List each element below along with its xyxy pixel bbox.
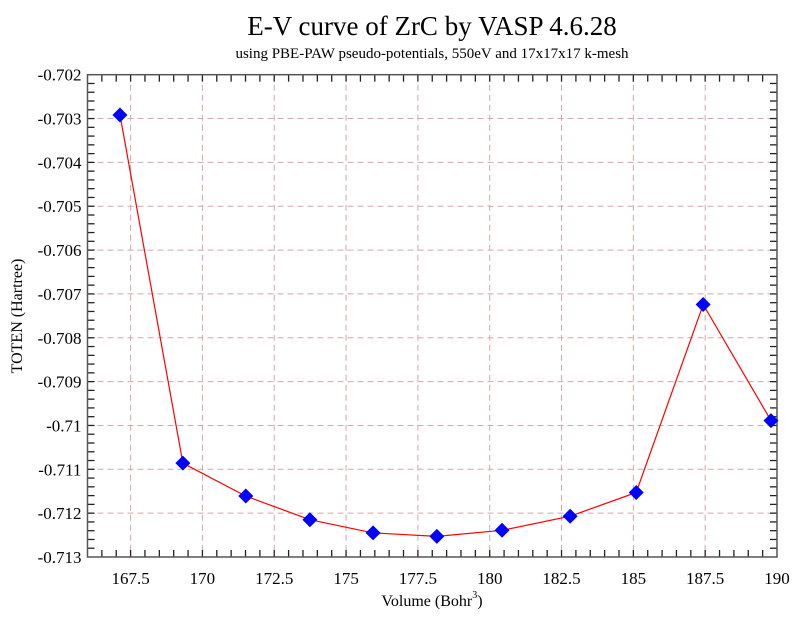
x-tick-label: 180 [477, 569, 503, 588]
y-tick-label: -0.704 [38, 153, 82, 172]
data-point-marker [238, 488, 254, 504]
data-point-marker [175, 455, 191, 471]
y-tick-label: -0.708 [38, 329, 82, 348]
y-tick-label: -0.71 [46, 416, 81, 435]
data-point-marker [562, 508, 578, 524]
ticks [87, 74, 777, 557]
x-tick-label: 187.5 [686, 569, 724, 588]
y-tick-label: -0.703 [38, 110, 82, 129]
x-tick-label: 182.5 [542, 569, 580, 588]
y-tick-label: -0.711 [38, 460, 81, 479]
x-tick-label: 170 [190, 569, 216, 588]
y-tick-label: -0.712 [38, 504, 82, 523]
y-tick-label: -0.713 [38, 548, 82, 567]
x-axis-label-suffix: ) [477, 593, 482, 610]
data-point-marker [112, 107, 128, 123]
data-point-marker [429, 528, 445, 544]
chart-subtitle: using PBE-PAW pseudo-potentials, 550eV a… [235, 46, 629, 62]
plot-frame [86, 73, 778, 558]
data-point-marker [628, 485, 644, 501]
y-tick-label: -0.709 [38, 373, 82, 392]
data-point-marker [763, 413, 779, 429]
series [112, 107, 779, 544]
data-point-marker [494, 522, 510, 538]
x-axis-label: Volume (Bohr3) [381, 590, 482, 610]
chart-title: E-V curve of ZrC by VASP 4.6.28 [247, 11, 617, 41]
data-point-marker [365, 525, 381, 541]
x-tick-label: 172.5 [255, 569, 293, 588]
y-tick-label: -0.702 [38, 66, 82, 85]
y-tick-label: -0.705 [38, 197, 82, 216]
grid [87, 74, 777, 557]
tick-labels: 167.5 170 172.5 175 177.5 180 182.5 185 187.5 190… [38, 66, 790, 588]
x-tick-label: 185 [621, 569, 647, 588]
x-tick-label: 167.5 [111, 569, 149, 588]
x-axis-label-text: Volume (Bohr [381, 593, 472, 610]
data-point-marker [695, 296, 711, 312]
y-axis-label: TOTEN (Hartree) [9, 259, 26, 374]
y-tick-label: -0.706 [38, 241, 82, 260]
series-line [119, 114, 772, 538]
data-point-marker [302, 512, 318, 528]
x-tick-label: 175 [333, 569, 359, 588]
y-tick-label: -0.707 [38, 285, 82, 304]
x-axis-label-superscript: 3 [472, 590, 477, 601]
x-tick-label: 177.5 [399, 569, 437, 588]
x-tick-label: 190 [764, 569, 790, 588]
